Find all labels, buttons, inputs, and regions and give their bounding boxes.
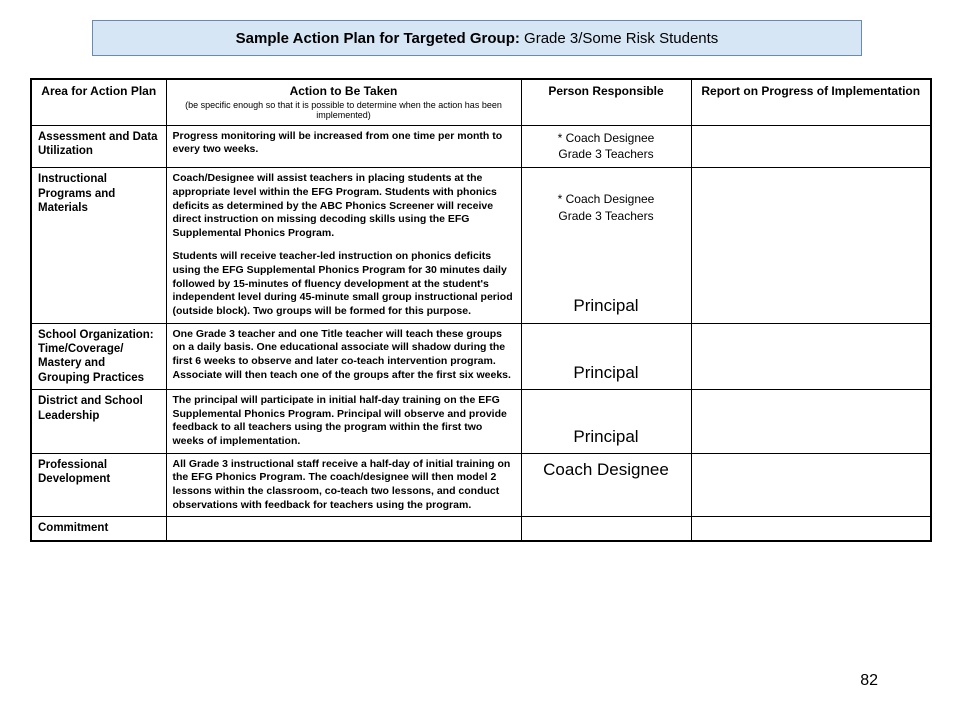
title-rest: Grade 3/Some Risk Students — [524, 30, 718, 47]
action-text: One Grade 3 teacher and one Title teache… — [173, 328, 515, 383]
col-header-person: Person Responsible — [521, 79, 691, 125]
page-number: 82 — [860, 672, 878, 690]
person-cell: Principal — [521, 323, 691, 390]
action-text: Progress monitoring will be increased fr… — [173, 130, 515, 157]
area-cell: Assessment and Data Utilization — [31, 125, 166, 168]
action-text: Students will receive teacher-led instru… — [173, 250, 515, 318]
action-text: All Grade 3 instructional staff receive … — [173, 458, 515, 513]
area-cell: Instructional Programs and Materials — [31, 168, 166, 323]
report-cell — [691, 323, 931, 390]
person-cell: Principal — [521, 390, 691, 454]
person-line: * Coach Designee — [528, 130, 685, 147]
table-row: School Organization: Time/Coverage/ Mast… — [31, 323, 931, 390]
report-cell — [691, 390, 931, 454]
person-cell: * Coach Designee Grade 3 Teachers — [521, 125, 691, 168]
col-header-action-sub: (be specific enough so that it is possib… — [173, 100, 515, 121]
title-box: Sample Action Plan for Targeted Group: G… — [92, 20, 862, 56]
table-row: Professional Development All Grade 3 ins… — [31, 453, 931, 517]
person-line-big: Principal — [528, 361, 685, 385]
area-cell: School Organization: Time/Coverage/ Mast… — [31, 323, 166, 390]
table-row: Commitment — [31, 517, 931, 541]
person-line-big: Principal — [528, 425, 685, 449]
action-cell — [166, 517, 521, 541]
report-cell — [691, 168, 931, 323]
col-header-action: Action to Be Taken (be specific enough s… — [166, 79, 521, 125]
person-cell: * Coach Designee Grade 3 Teachers Princi… — [521, 168, 691, 323]
action-cell: Coach/Designee will assist teachers in p… — [166, 168, 521, 323]
person-cell — [521, 517, 691, 541]
col-header-report: Report on Progress of Implementation — [691, 79, 931, 125]
action-cell: The principal will participate in initia… — [166, 390, 521, 454]
person-line: * Coach Designee — [528, 191, 685, 208]
area-cell: Professional Development — [31, 453, 166, 517]
col-header-action-text: Action to Be Taken — [290, 84, 398, 98]
report-cell — [691, 453, 931, 517]
title-bold: Sample Action Plan for Targeted Group: — [236, 30, 524, 47]
action-plan-table: Area for Action Plan Action to Be Taken … — [30, 78, 932, 542]
col-header-area: Area for Action Plan — [31, 79, 166, 125]
report-cell — [691, 125, 931, 168]
action-text: The principal will participate in initia… — [173, 394, 515, 449]
person-line-big: Principal — [528, 294, 685, 318]
table-header-row: Area for Action Plan Action to Be Taken … — [31, 79, 931, 125]
col-header-area-text: Area for Action Plan — [41, 84, 156, 98]
col-header-person-text: Person Responsible — [548, 84, 663, 98]
person-cell: Coach Designee — [521, 453, 691, 517]
person-line-big: Coach Designee — [528, 458, 685, 482]
table-row: Assessment and Data Utilization Progress… — [31, 125, 931, 168]
table-row: District and School Leadership The princ… — [31, 390, 931, 454]
action-cell: Progress monitoring will be increased fr… — [166, 125, 521, 168]
action-cell: One Grade 3 teacher and one Title teache… — [166, 323, 521, 390]
person-line: Grade 3 Teachers — [528, 208, 685, 225]
area-cell: District and School Leadership — [31, 390, 166, 454]
action-cell: All Grade 3 instructional staff receive … — [166, 453, 521, 517]
action-text: Coach/Designee will assist teachers in p… — [173, 172, 515, 240]
report-cell — [691, 517, 931, 541]
table-row: Instructional Programs and Materials Coa… — [31, 168, 931, 323]
area-cell: Commitment — [31, 517, 166, 541]
person-line: Grade 3 Teachers — [528, 146, 685, 163]
col-header-report-text: Report on Progress of Implementation — [701, 84, 920, 98]
